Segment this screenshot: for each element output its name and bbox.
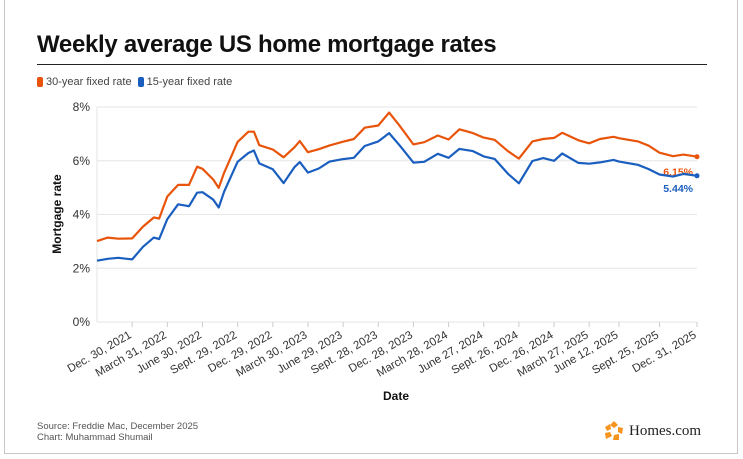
y-tick-label: 6% xyxy=(73,154,91,168)
legend-item-30-year: 30-year fixed rate xyxy=(37,76,132,88)
x-axis-title: Date xyxy=(383,389,409,403)
title-divider xyxy=(37,64,707,65)
end-value-label: 5.44% xyxy=(663,183,693,195)
logo-text: Homes.com xyxy=(629,422,702,439)
y-tick-label: 4% xyxy=(73,208,91,222)
y-tick-label: 2% xyxy=(73,261,91,275)
source-line: Source: Freddie Mac, December 2025 xyxy=(37,421,199,432)
legend-label-30-year: 30-year fixed rate xyxy=(46,76,132,88)
homes-com-logo: Homes.com xyxy=(603,420,701,442)
legend-swatch-15-year xyxy=(137,77,144,87)
homes-star-logo-icon xyxy=(605,421,623,440)
y-tick-label: 8% xyxy=(73,100,91,114)
source-note: Source: Freddie Mac, December 2025 Chart… xyxy=(37,421,198,443)
series-line-30-year xyxy=(96,111,698,243)
chart-title: Weekly average US home mortgage rates xyxy=(37,31,497,58)
legend-item-15-year: 15-year fixed rate xyxy=(137,76,233,88)
y-tick-label: 0% xyxy=(73,315,91,329)
author-line: Chart: Muhammad Shumail xyxy=(37,432,153,443)
x-tick-label: Dec. 31, 2025 xyxy=(630,329,698,375)
chart-frame xyxy=(4,0,738,454)
legend: 30-year fixed rate 15-year fixed rate xyxy=(37,76,232,88)
legend-label-15-year: 15-year fixed rate xyxy=(146,76,233,88)
end-value-label: 6.15% xyxy=(663,167,693,179)
series-line-15-year xyxy=(96,132,698,262)
end-point-marker xyxy=(694,154,700,160)
end-point-marker xyxy=(694,173,700,179)
legend-swatch-30-year xyxy=(37,77,43,87)
y-axis-title: Mortgage rate xyxy=(50,174,64,254)
